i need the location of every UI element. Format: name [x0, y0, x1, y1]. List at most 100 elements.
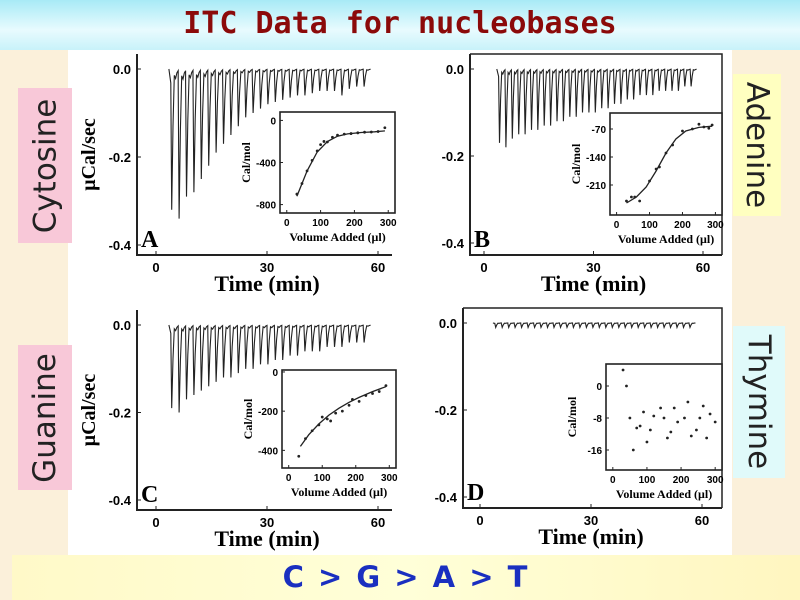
- inset-data-point: [377, 390, 381, 393]
- inset-data-point: [635, 426, 639, 430]
- inset-data-point: [322, 140, 326, 143]
- footer-bar: C > G > A > T: [12, 555, 800, 600]
- inset-y-axis-label: Cal/mol: [239, 142, 253, 183]
- x-tick-label: 60: [371, 515, 385, 530]
- x-tick-label: 60: [696, 260, 710, 275]
- inset-x-tick-label: 300: [707, 475, 724, 486]
- inset-x-tick-label: 0: [284, 218, 290, 229]
- cytosine-label: Cytosine: [27, 98, 64, 233]
- inset-data-point: [349, 132, 353, 135]
- x-tick-label: 0: [152, 515, 159, 530]
- inset-data-point: [305, 169, 309, 173]
- panel-letter: B: [474, 227, 490, 253]
- inset-data-point: [625, 384, 628, 388]
- y-tick-label: -0.2: [435, 403, 457, 418]
- inset-data-point: [676, 420, 680, 424]
- inset-data-point: [659, 406, 662, 410]
- inset-x-axis-label: Volume Added (μl): [618, 232, 714, 246]
- thymine-label-box: Thymine: [733, 326, 785, 478]
- inset-data-point: [625, 199, 628, 203]
- guanine-label-box: Guanine: [18, 345, 72, 490]
- inset-data-point: [658, 165, 661, 169]
- inset-x-tick-label: 0: [610, 475, 616, 486]
- panel-letter: D: [467, 480, 484, 506]
- inset-y-axis-label: Cal/mol: [241, 398, 255, 439]
- inset-data-point: [630, 195, 633, 199]
- inset-y-axis-label: Cal/mol: [565, 396, 579, 437]
- x-tick-label: 60: [371, 260, 385, 275]
- inset-data-point: [652, 414, 656, 418]
- inset-y-tick-label: 0: [596, 382, 602, 393]
- inset-data-point: [638, 199, 642, 203]
- inset-data-point: [329, 419, 333, 423]
- slide-title: ITC Data for nucleobases: [183, 6, 617, 41]
- inset-data-point: [369, 130, 373, 134]
- inset-data-point: [690, 127, 694, 131]
- inset-y-tick-label: -8: [593, 414, 602, 425]
- x-tick-label: 60: [695, 513, 709, 528]
- x-tick-label: 30: [260, 515, 274, 530]
- inset-y-tick-label: -140: [586, 153, 606, 164]
- inset-x-tick-label: 100: [314, 473, 331, 484]
- x-tick-label: 0: [476, 513, 483, 528]
- inset-x-tick-label: 100: [639, 475, 656, 486]
- inset-x-axis-label: Volume Added (μl): [289, 230, 385, 244]
- titration-trace: [492, 322, 696, 330]
- titration-trace: [496, 68, 697, 148]
- binding-order: C > G > A > T: [282, 560, 530, 594]
- panel-letter: A: [141, 227, 159, 253]
- y-tick-label: -0.2: [109, 406, 131, 421]
- inset-x-tick-label: 200: [346, 218, 363, 229]
- inset-data-point: [654, 167, 658, 171]
- inset-y-tick-label: 0: [270, 116, 276, 127]
- inset-data-point: [631, 448, 635, 452]
- inset-data-point: [701, 404, 705, 408]
- inset-data-point: [642, 410, 645, 414]
- panel-letter: C: [141, 482, 158, 508]
- titration-trace: [168, 324, 371, 413]
- inset-data-point: [702, 125, 706, 129]
- inset-x-axis-label: Volume Added (μl): [616, 487, 712, 501]
- y-axis-label: μCal/sec: [78, 118, 100, 191]
- inset-data-point: [689, 434, 693, 438]
- inset-data-point: [340, 409, 344, 413]
- inset-data-point: [695, 428, 698, 432]
- inset-data-point: [331, 135, 334, 139]
- y-tick-label: -0.4: [435, 490, 458, 505]
- inset-y-tick-label: -16: [588, 446, 603, 457]
- inset-data-point: [621, 368, 625, 372]
- inset-data-point: [357, 399, 361, 403]
- inset-data-point: [364, 394, 368, 397]
- x-tick-label: 0: [152, 260, 159, 275]
- inset-data-point: [683, 416, 686, 420]
- inset-x-axis-label: Volume Added (μl): [291, 485, 387, 499]
- y-tick-label: -0.4: [109, 238, 132, 253]
- inset-y-tick-label: 0: [272, 368, 278, 379]
- inset-data-point: [325, 417, 329, 421]
- inset-data-point: [295, 192, 299, 196]
- inset-data-point: [686, 400, 690, 404]
- inset-data-point: [638, 424, 642, 428]
- x-axis-label: Time (min): [214, 526, 319, 551]
- inset-frame: [609, 112, 723, 216]
- inset-data-point: [710, 123, 714, 127]
- x-tick-label: 30: [260, 260, 274, 275]
- y-axis-label: μCal/sec: [78, 374, 100, 447]
- titration-trace: [168, 68, 371, 219]
- inset-data-point: [628, 416, 632, 420]
- inset-y-tick-label: -400: [256, 159, 276, 170]
- y-tick-label: 0.0: [446, 62, 464, 77]
- inset-data-point: [648, 179, 651, 183]
- inset-data-point: [713, 420, 717, 424]
- inset-data-point: [297, 454, 301, 458]
- inset-data-point: [347, 403, 351, 407]
- inset-y-axis-label: Cal/mol: [569, 143, 583, 184]
- inset-y-tick-label: -210: [586, 181, 606, 192]
- inset-data-point: [633, 195, 637, 199]
- inset-frame: [281, 369, 397, 469]
- inset-data-point: [383, 126, 387, 130]
- y-tick-label: -0.4: [442, 236, 465, 251]
- inset-x-tick-label: 100: [641, 220, 658, 231]
- inset-data-point: [698, 416, 702, 420]
